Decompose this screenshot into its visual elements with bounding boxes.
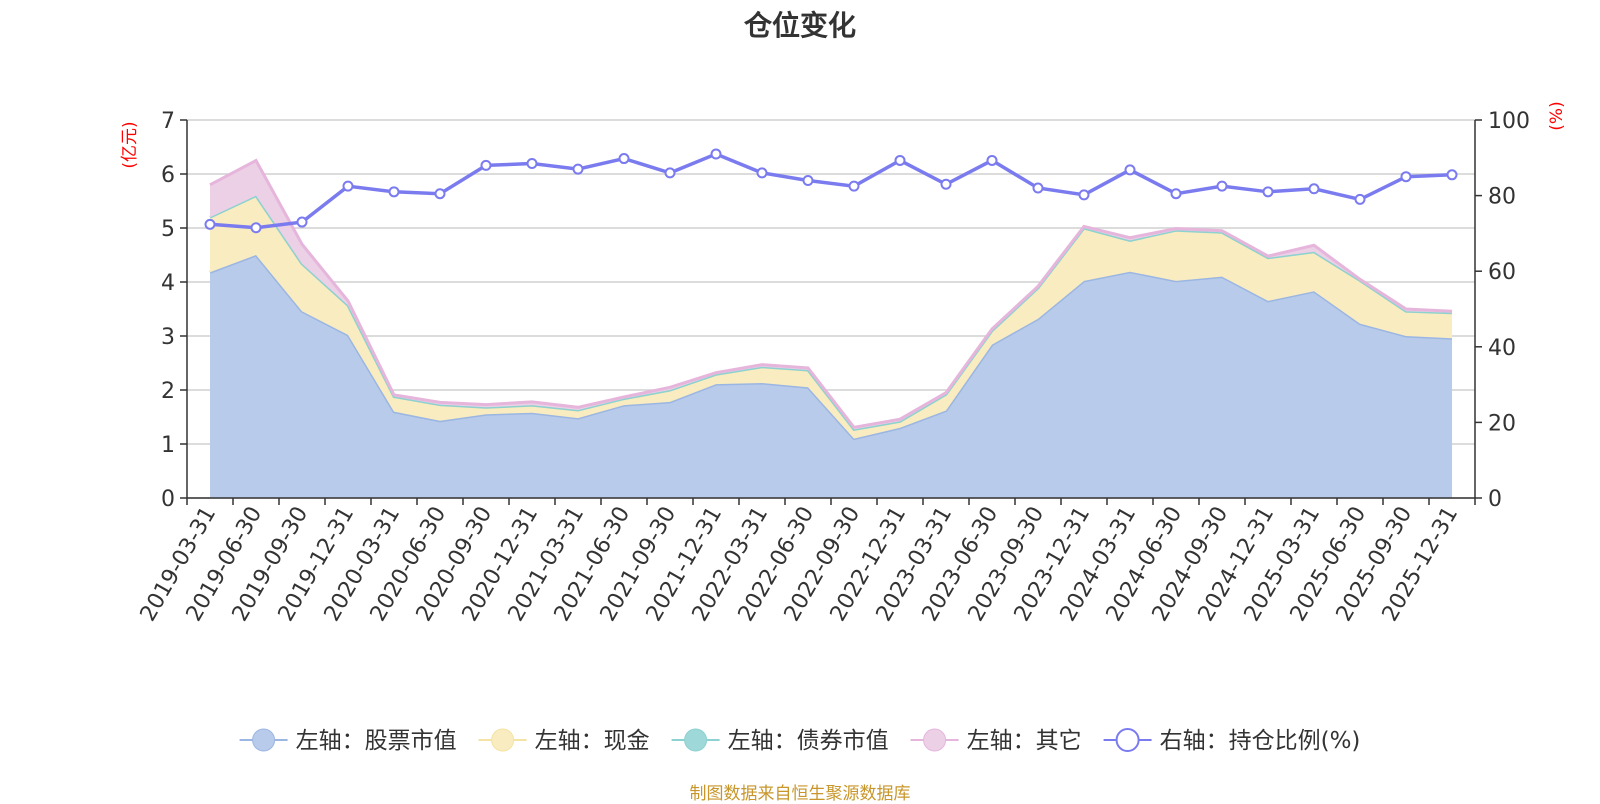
legend-symbol-marker [923,728,947,752]
line-point [894,154,906,166]
left-axis-tick-label: 6 [161,163,175,188]
left-axis-tick-label: 0 [161,487,175,512]
line-point [296,216,308,228]
right-axis-tick-label: 20 [1488,411,1516,436]
line-point [480,159,492,171]
line-point [204,218,216,230]
line-point [1354,193,1366,205]
right-axis-tick-label: 100 [1488,109,1530,134]
legend-symbol-marker [491,728,515,752]
line-point [526,157,538,169]
right-axis-tick-label: 0 [1488,487,1502,512]
left-axis-tick-label: 5 [161,217,175,242]
line-point [1216,180,1228,192]
line-series-holding-ratio [209,152,1453,230]
legend-symbol-marker [1115,728,1140,752]
right-axis-tick-label: 80 [1488,185,1516,210]
left-axis-tick-label: 2 [161,379,175,404]
legend-label: 右轴：持仓比例(%) [1160,728,1361,754]
line-point [1124,164,1136,176]
legend-label: 左轴：股票市值 [296,728,457,754]
line-point [940,178,952,190]
line-point [1032,182,1044,194]
left-axis-tick-label: 1 [161,433,175,458]
area-series-4-line [209,158,1453,429]
legend-item: 左轴：其它 [910,728,1082,754]
legend-label: 左轴：现金 [535,728,650,754]
line-point [986,154,998,166]
right-axis-unit: (%) [1547,101,1567,130]
line-point [1170,188,1182,200]
line-point [710,148,722,160]
left-axis-tick-label: 3 [161,325,175,350]
line-point [1262,186,1274,198]
left-axis-unit: (亿元) [120,121,140,168]
line-point [756,167,768,179]
legend-item: 左轴：现金 [478,728,650,754]
legend-item: 右轴：持仓比例(%) [1103,728,1361,754]
line-point [1308,183,1320,195]
chart-title: 仓位变化 [743,9,856,42]
line-point [250,222,262,234]
legend-label: 左轴：债券市值 [728,728,889,754]
line-point [802,174,814,186]
legend-item: 左轴：股票市值 [239,728,457,754]
left-axis-tick-label: 7 [161,109,175,134]
line-point [618,153,630,165]
right-axis-tick-label: 40 [1488,336,1516,361]
right-axis-tick-label: 60 [1488,260,1516,285]
legend-label: 左轴：其它 [967,728,1082,754]
source-note: 制图数据来自恒生聚源数据库 [689,784,911,804]
left-axis-tick-label: 4 [161,271,175,296]
area-series-2 [210,195,1452,439]
line-point [434,188,446,200]
legend-symbol-marker [252,728,276,752]
line-point [1400,171,1412,183]
line-point [1446,169,1458,181]
line-point [664,167,676,179]
line-point [848,180,860,192]
area-series-1 [210,255,1452,498]
line-point [388,186,400,198]
legend-item: 左轴：债券市值 [671,728,889,754]
legend-symbol-marker [684,728,708,752]
line-point [572,163,584,175]
line-point [1078,189,1090,201]
line-point [342,180,354,192]
